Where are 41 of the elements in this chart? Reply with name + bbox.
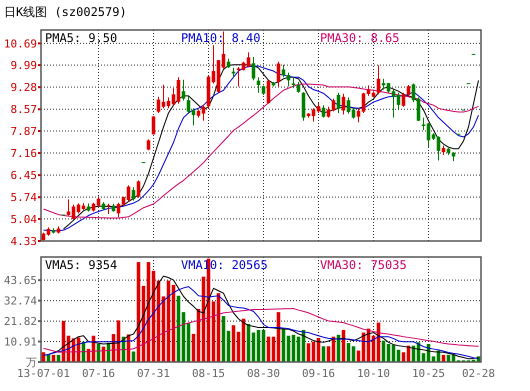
y-tick-label: 32.74 (4, 294, 38, 308)
x-tick-label: 10-10 (356, 367, 390, 380)
x-tick-label: 08-15 (192, 367, 226, 380)
bar (46, 354, 50, 362)
bar (102, 346, 106, 362)
y-tick-label: 9.99 (10, 59, 37, 72)
bar (56, 354, 60, 362)
bar (132, 352, 136, 362)
x-tick-label: 02-28 (462, 367, 496, 380)
bar (96, 344, 100, 362)
y-tick-label: 21.82 (4, 315, 37, 328)
bar (442, 354, 446, 362)
y-tick-label: 9.28 (10, 81, 37, 94)
y-tick-label: 8.57 (10, 103, 37, 116)
y-tick-label: 5.74 (10, 191, 38, 204)
text: PMA5: 9.50 (45, 31, 118, 45)
y-tick-label: 4.33 (10, 235, 37, 248)
text: VMA5: 9354 (45, 258, 118, 272)
y-tick-label: 5.04 (10, 212, 38, 226)
y-tick-label: 6.45 (10, 169, 37, 182)
y-tick-label: 10.91 (4, 336, 37, 349)
text: PMA30: 8.65 (320, 31, 400, 45)
x-tick-label: 08-30 (246, 367, 280, 380)
x-tick-label: 07-16 (82, 367, 116, 380)
y-tick-label: 7.87 (10, 124, 37, 138)
y-tick-label: 43.65 (4, 274, 37, 288)
x-tick-label: 07-31 (136, 367, 170, 380)
x-tick-label: 10-25 (412, 367, 446, 380)
bar (52, 354, 56, 362)
series-label: PMA10: 8.40 (181, 31, 260, 45)
y-tick-label: 10.69 (4, 37, 37, 50)
bar (322, 346, 326, 362)
x-tick-label: 09-16 (302, 367, 336, 380)
y-tick-label: 7.16 (10, 147, 37, 160)
y-tick-label: 万 (26, 356, 37, 369)
bar (342, 330, 346, 362)
text: VMA30: 75035 (320, 258, 407, 272)
x-tick-label: 13-07-01 (17, 367, 70, 380)
line-series (43, 308, 479, 353)
bar (336, 334, 340, 362)
chart-title: 日K线图 (sz002579) (4, 5, 127, 19)
